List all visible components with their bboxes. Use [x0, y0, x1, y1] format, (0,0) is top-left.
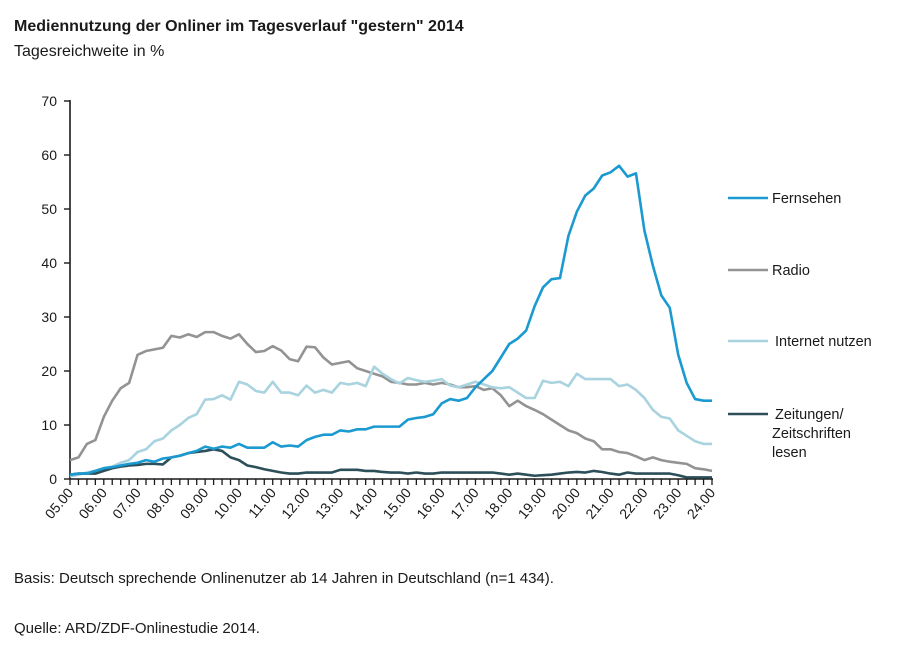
x-tick-label: 07.00 [109, 484, 144, 521]
x-tick-label: 18.00 [481, 484, 516, 521]
legend-label: Internet nutzen [775, 334, 872, 350]
legend-label: Zeitungen/ [775, 407, 844, 423]
legend-label: Zeitschriften [772, 426, 851, 442]
x-tick-label: 08.00 [143, 484, 178, 521]
legend-label: lesen [772, 445, 807, 461]
x-tick-label: 20.00 [548, 484, 583, 521]
x-tick-label: 13.00 [312, 484, 347, 521]
y-tick-label: 60 [41, 147, 57, 163]
y-tick-label: 30 [41, 309, 57, 325]
legend-label: Fernsehen [772, 191, 841, 207]
x-tick-label: 19.00 [515, 484, 550, 521]
y-tick-label: 40 [41, 255, 57, 271]
legend-item: Radio [728, 263, 810, 279]
x-tick-label: 24.00 [684, 484, 719, 521]
y-tick-label: 70 [41, 93, 57, 109]
y-tick-label: 20 [41, 363, 57, 379]
x-tick-label: 22.00 [616, 484, 651, 521]
x-tick-label: 09.00 [177, 484, 212, 521]
series-line-fernsehen [69, 164, 712, 476]
x-tick-label: 12.00 [278, 484, 313, 521]
series-lines [69, 164, 713, 479]
y-tick-label: 50 [41, 201, 57, 217]
x-tick-label: 14.00 [346, 484, 381, 521]
x-tick-label: 11.00 [245, 484, 279, 520]
x-tick-label: 10.00 [210, 484, 245, 521]
legend-item: Fernsehen [728, 191, 841, 207]
axes: 0 10 20 30 40 50 60 70 05.00 06.00 07.00 08.00 09.00… [41, 93, 718, 522]
x-tick-label: 16.00 [413, 484, 448, 521]
x-tick-label: 21.00 [582, 484, 617, 521]
series-line-internet-nutzen [69, 365, 712, 478]
x-tick-label: 23.00 [650, 484, 685, 521]
legend-item: Internet nutzen [728, 334, 872, 350]
x-tick-label: 15.00 [379, 484, 414, 521]
basis-note: Basis: Deutsch sprechende Onlinenutzer a… [14, 570, 554, 587]
y-tick-label: 10 [41, 417, 57, 433]
x-tick-label: 17.00 [447, 484, 482, 521]
legend-label: Radio [772, 263, 810, 279]
x-tick-label: 05.00 [42, 484, 77, 521]
chart-title: Mediennutzung der Onliner im Tagesverlau… [14, 18, 464, 35]
legend: Fernsehen Radio Internet nutzen Zeitungen/Z… [728, 191, 872, 461]
series-line-zeitungen-zeitschriften-lesen [69, 447, 712, 479]
series-line-radio [69, 330, 713, 473]
y-tick-label: 0 [49, 471, 57, 487]
x-tick-label: 06.00 [75, 484, 110, 521]
source-note: Quelle: ARD/ZDF-Onlinestudie 2014. [14, 620, 260, 637]
chart-subtitle: Tagesreichweite in % [14, 43, 165, 60]
legend-item: Zeitungen/Zeitschriften lesen [728, 407, 851, 461]
